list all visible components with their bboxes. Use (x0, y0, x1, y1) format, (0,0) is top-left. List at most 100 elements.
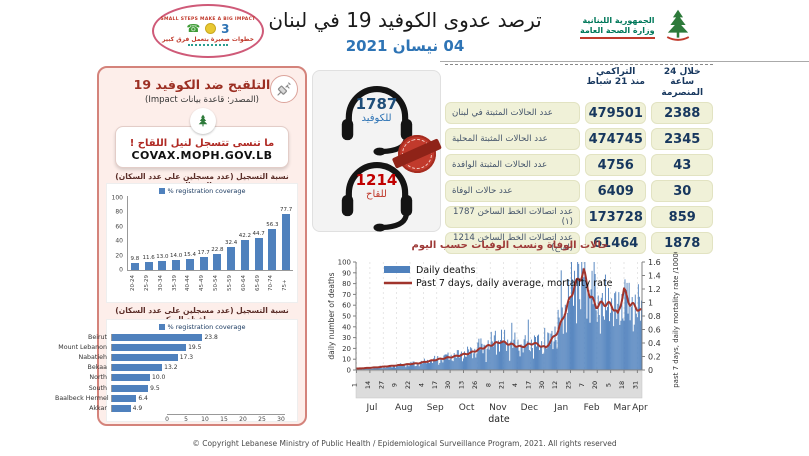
daily-deaths-bar (404, 364, 406, 370)
bar: 42.2 (238, 233, 252, 270)
daily-deaths-bar (454, 354, 456, 370)
daily-deaths-bar (517, 339, 519, 370)
daily-deaths-bar (411, 364, 413, 370)
daily-deaths-bar (401, 364, 403, 370)
x-tick-label: 70-74 (268, 275, 275, 291)
last24h-value: 30 (651, 180, 713, 203)
covid-hotline-label: للكوفيد (361, 113, 392, 124)
svg-text:Oct: Oct (459, 403, 475, 413)
daily-deaths-bar (597, 295, 599, 370)
svg-text:21: 21 (498, 381, 506, 389)
daily-deaths-bar (524, 335, 526, 370)
daily-deaths-bar (384, 367, 386, 370)
daily-deaths-bar (440, 357, 442, 370)
cumulative-value: 173728 (584, 206, 647, 229)
daily-deaths-bar (535, 337, 536, 370)
legend-swatch (158, 324, 165, 330)
daily-deaths-bar (619, 324, 621, 370)
daily-deaths-bar (385, 367, 387, 370)
daily-deaths-bar (458, 357, 460, 370)
campaign-slogan-ar: خطوات صغيرة بتعمل فرق كبير (162, 35, 254, 43)
daily-deaths-bar (451, 360, 453, 370)
daily-deaths-bar (601, 293, 603, 370)
table-row: عدد الحالات المثبتة الوافدة 4756 43 (445, 154, 713, 177)
daily-deaths-bar (552, 349, 554, 370)
daily-deaths-bar (522, 352, 524, 370)
daily-deaths-bar (487, 340, 489, 370)
daily-deaths-bar (554, 326, 556, 370)
bar-row: Akkar 4.9 (55, 403, 293, 413)
daily-deaths-bar (438, 364, 440, 370)
daily-deaths-bar (628, 282, 630, 370)
daily-deaths-bar (478, 338, 480, 370)
daily-deaths-bar (426, 359, 428, 370)
daily-deaths-bar (399, 365, 401, 370)
last24h-value: 43 (651, 154, 713, 177)
daily-deaths-bar (436, 359, 438, 370)
col-header-last24h: خلال 24 ساعة المنصرمة (661, 67, 704, 98)
daily-deaths-bar (364, 368, 366, 370)
bar: 15.4 (183, 252, 197, 270)
daily-deaths-bar (377, 367, 379, 370)
daily-deaths-bar (485, 362, 487, 370)
daily-deaths-bar (388, 366, 390, 370)
covax-url-link[interactable]: COVAX.MOPH.GOV.LB (131, 149, 273, 162)
svg-text:Jan: Jan (553, 403, 568, 413)
svg-text:20: 20 (591, 381, 599, 389)
daily-deaths-bar (459, 353, 461, 370)
cumulative-value: 474745 (584, 128, 647, 151)
daily-deaths-bar (546, 348, 548, 370)
daily-deaths-bar (457, 350, 459, 370)
daily-deaths-bar (579, 299, 581, 370)
cedar-badge-icon (190, 108, 216, 134)
campaign-logo: SMALL STEPS MAKE A BIG IMPACT ☎ 3 خطوات … (152, 4, 264, 58)
bar: 17.7 (197, 250, 211, 270)
daily-deaths-bar (479, 349, 481, 370)
daily-deaths-bar (600, 297, 602, 370)
daily-deaths-bar (542, 353, 544, 370)
daily-deaths-bar (629, 320, 631, 370)
daily-deaths-bar (468, 349, 470, 370)
svg-text:10: 10 (342, 356, 351, 364)
daily-deaths-bar (547, 332, 549, 370)
daily-deaths-bar (631, 297, 633, 370)
bar-row: Nabatieh 17.3 (55, 352, 293, 362)
daily-deaths-bar (638, 296, 640, 370)
daily-deaths-bar (564, 304, 566, 370)
daily-deaths-bar (532, 358, 534, 370)
bar-row: Baalbeck Hermel 6.4 (55, 393, 293, 403)
daily-deaths-bar (596, 321, 598, 370)
last24h-value: 1878 (651, 232, 713, 255)
daily-deaths-bar (442, 362, 444, 370)
daily-deaths-bar (514, 332, 516, 370)
cumulative-value: 4756 (584, 154, 647, 177)
daily-deaths-bar (435, 360, 437, 370)
daily-deaths-bar (620, 320, 622, 370)
three-icon: 3 (221, 21, 230, 36)
bar: 22.8 (211, 247, 225, 270)
table-row: عدد الحالات المثبتة في لبنان 479501 2388 (445, 102, 713, 125)
svg-text:1.2: 1.2 (648, 285, 661, 294)
daily-deaths-bar (444, 354, 446, 370)
daily-deaths-bar (400, 363, 402, 370)
svg-text:30: 30 (538, 381, 546, 389)
daily-deaths-bar (617, 303, 619, 370)
daily-deaths-bar (509, 360, 511, 370)
daily-deaths-bar (508, 345, 510, 370)
daily-deaths-bar (610, 312, 612, 370)
daily-deaths-bar (519, 356, 521, 370)
daily-deaths-bar (559, 326, 561, 370)
daily-deaths-bar (582, 268, 584, 370)
daily-deaths-bar (361, 368, 363, 370)
daily-deaths-bar (569, 296, 571, 370)
daily-deaths-bar (412, 361, 414, 370)
daily-deaths-bar (422, 361, 424, 370)
svg-text:25: 25 (565, 381, 573, 389)
daily-deaths-bar (486, 348, 488, 370)
bar: 9.8 (128, 256, 142, 270)
daily-deaths-bar (455, 357, 457, 370)
daily-deaths-bar (501, 329, 502, 370)
daily-deaths-bar (548, 333, 550, 370)
daily-deaths-bar (616, 318, 618, 370)
daily-deaths-bar (567, 279, 569, 370)
